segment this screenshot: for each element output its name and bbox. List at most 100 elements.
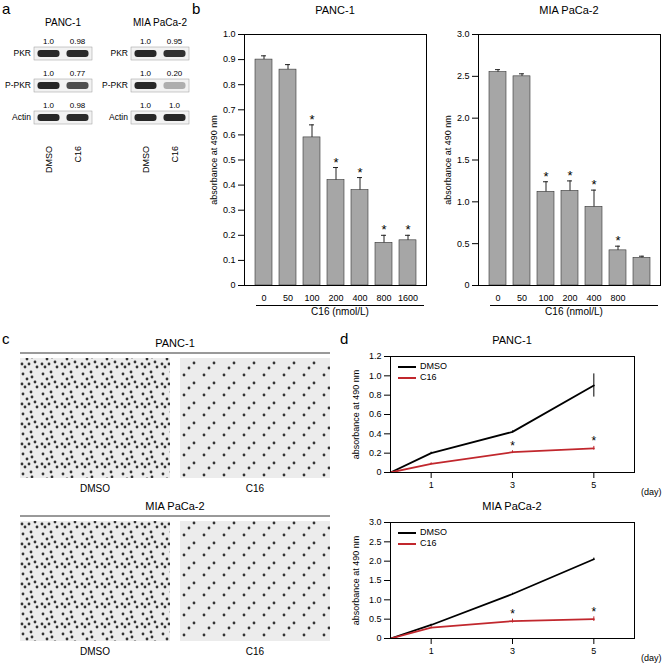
svg-text:800: 800 [376,293,391,303]
svg-text:1.0: 1.0 [43,69,55,78]
svg-text:2.5: 2.5 [457,71,470,81]
svg-text:0.3: 0.3 [223,205,236,215]
svg-text:0.2: 0.2 [223,230,236,240]
svg-text:0.6: 0.6 [223,130,236,140]
svg-text:0.6: 0.6 [369,409,382,419]
svg-text:MIA PaCa-2: MIA PaCa-2 [145,500,204,512]
svg-text:(day): (day) [641,487,662,497]
svg-text:0: 0 [261,293,266,303]
svg-text:0: 0 [376,467,381,477]
svg-text:1600: 1600 [398,293,418,303]
svg-text:*: * [510,439,515,453]
svg-text:1.0: 1.0 [140,69,152,78]
svg-text:50: 50 [517,293,527,303]
svg-text:1.0: 1.0 [140,101,152,110]
svg-text:800: 800 [610,293,625,303]
svg-text:3: 3 [510,480,515,490]
svg-text:0.9: 0.9 [223,54,236,64]
svg-text:0.95: 0.95 [167,37,183,46]
svg-text:0: 0 [464,280,469,290]
svg-text:C16: C16 [73,146,83,163]
svg-text:1.0: 1.0 [223,29,236,39]
svg-text:(day): (day) [641,653,662,663]
svg-text:1.0: 1.0 [43,37,55,46]
svg-text:*: * [591,177,596,192]
svg-text:DMSO: DMSO [141,146,151,173]
svg-text:5: 5 [591,646,596,656]
svg-text:0.1: 0.1 [223,255,236,265]
svg-text:Actin: Actin [12,112,31,122]
svg-text:Actin: Actin [109,112,128,122]
svg-text:0.77: 0.77 [70,69,86,78]
svg-text:0.98: 0.98 [70,37,86,46]
svg-text:0.8: 0.8 [369,390,382,400]
svg-text:3.0: 3.0 [457,29,470,39]
svg-text:0.98: 0.98 [70,101,86,110]
svg-text:0: 0 [376,633,381,643]
svg-text:*: * [357,165,362,180]
svg-text:*: * [510,607,515,621]
svg-text:1: 1 [429,480,434,490]
svg-text:3.0: 3.0 [369,517,382,527]
svg-text:0.4: 0.4 [369,429,382,439]
svg-text:1: 1 [429,646,434,656]
svg-text:1.0: 1.0 [369,595,382,605]
svg-text:PANC-1: PANC-1 [155,337,195,349]
svg-text:P-PKR: P-PKR [102,80,128,90]
svg-text:DMSO: DMSO [44,146,54,173]
svg-text:2.0: 2.0 [457,113,470,123]
svg-text:PANC-1: PANC-1 [45,17,81,28]
svg-text:C16: C16 [246,646,265,657]
svg-text:100: 100 [304,293,319,303]
svg-text:0.5: 0.5 [223,155,236,165]
svg-text:5: 5 [591,480,596,490]
svg-text:C16: C16 [170,146,180,163]
svg-text:1.0: 1.0 [140,37,152,46]
svg-text:2.5: 2.5 [369,537,382,547]
svg-text:DMSO: DMSO [80,646,110,657]
svg-text:2.0: 2.0 [369,556,382,566]
svg-text:absorbance at 490 nm: absorbance at 490 nm [443,115,453,205]
svg-text:1.0: 1.0 [43,101,55,110]
svg-text:1.0: 1.0 [369,371,382,381]
svg-text:*: * [567,168,572,183]
svg-text:0.20: 0.20 [167,69,183,78]
svg-text:*: * [333,155,338,170]
svg-text:200: 200 [562,293,577,303]
svg-text:0.7: 0.7 [223,105,236,115]
svg-text:0: 0 [230,280,235,290]
svg-text:*: * [381,222,386,237]
svg-text:P-PKR: P-PKR [5,80,31,90]
svg-text:400: 400 [352,293,367,303]
svg-text:C16: C16 [246,483,265,494]
svg-text:0: 0 [495,293,500,303]
svg-text:0.5: 0.5 [457,239,470,249]
svg-text:1.0: 1.0 [457,197,470,207]
svg-text:DMSO: DMSO [80,483,110,494]
svg-text:*: * [615,233,620,248]
svg-text:1.5: 1.5 [457,155,470,165]
svg-text:1.0: 1.0 [169,101,181,110]
svg-text:200: 200 [328,293,343,303]
svg-text:50: 50 [283,293,293,303]
svg-text:3: 3 [510,646,515,656]
svg-text:1.2: 1.2 [369,351,382,361]
svg-text:absorbance at 490 nm: absorbance at 490 nm [209,115,219,205]
svg-text:100: 100 [538,293,553,303]
svg-text:400: 400 [586,293,601,303]
svg-text:0.5: 0.5 [369,614,382,624]
svg-text:0.4: 0.4 [223,180,236,190]
svg-text:MIA PaCa-2: MIA PaCa-2 [133,17,187,28]
svg-text:*: * [309,112,314,127]
svg-text:1.5: 1.5 [369,575,382,585]
svg-text:absorbance at 490 nm: absorbance at 490 nm [351,370,361,460]
svg-text:*: * [543,169,548,184]
svg-text:PKR: PKR [14,48,31,58]
svg-text:0.8: 0.8 [223,80,236,90]
svg-text:*: * [405,222,410,237]
svg-text:*: * [591,434,596,448]
svg-text:*: * [591,605,596,619]
svg-text:PKR: PKR [111,48,128,58]
svg-text:absorbance at 490 nm: absorbance at 490 nm [351,536,361,626]
svg-text:0.2: 0.2 [369,448,382,458]
